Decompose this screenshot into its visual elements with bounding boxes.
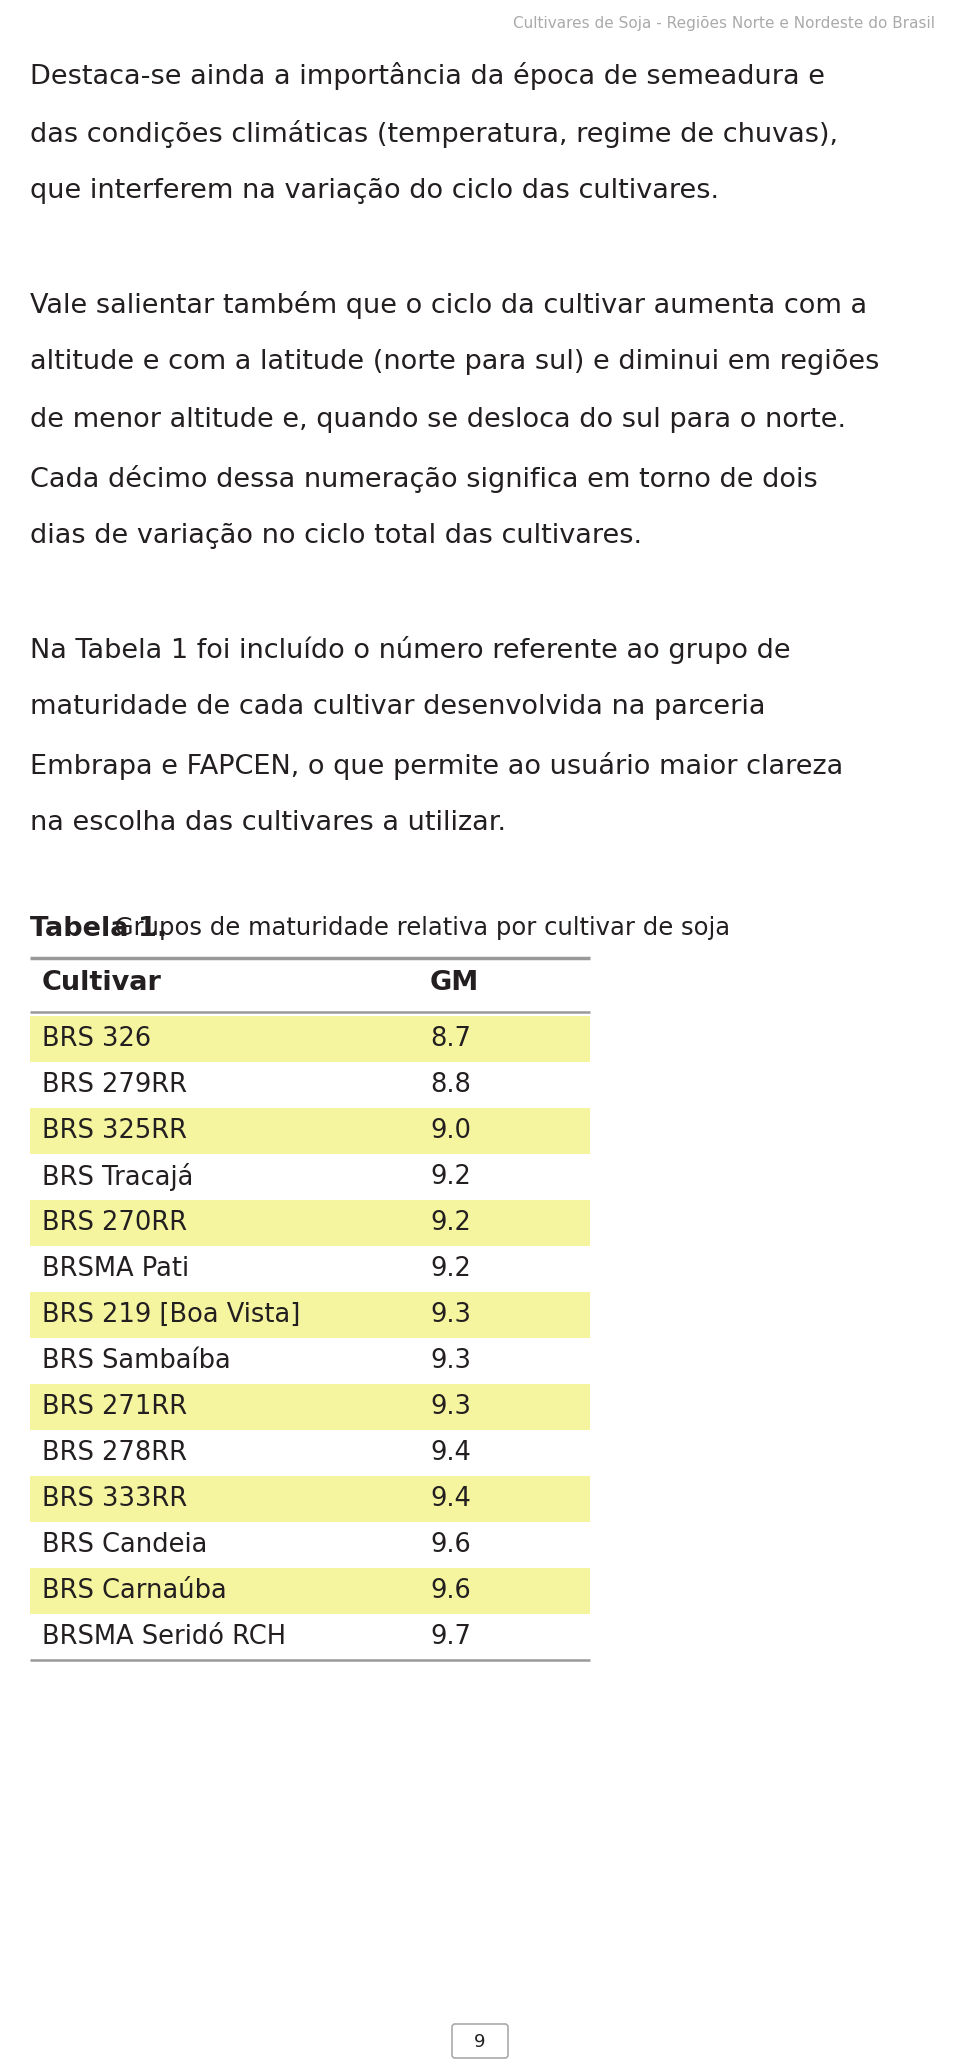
Text: 9.0: 9.0 — [430, 1119, 471, 1144]
Text: 9.3: 9.3 — [430, 1303, 471, 1328]
Text: 9.7: 9.7 — [430, 1623, 471, 1650]
Text: altitude e com a latitude (norte para sul) e diminui em regiões: altitude e com a latitude (norte para su… — [30, 349, 879, 374]
Text: Destaca-se ainda a importância da época de semeadura e: Destaca-se ainda a importância da época … — [30, 62, 825, 91]
Text: BRSMA Seridó RCH: BRSMA Seridó RCH — [42, 1623, 286, 1650]
Text: 9.3: 9.3 — [430, 1394, 471, 1421]
Text: 9.2: 9.2 — [430, 1210, 470, 1237]
Text: BRS Sambaíba: BRS Sambaíba — [42, 1348, 230, 1373]
Text: Grupos de maturidade relativa por cultivar de soja: Grupos de maturidade relativa por cultiv… — [107, 916, 731, 941]
Text: 9.2: 9.2 — [430, 1255, 470, 1282]
Text: 9.6: 9.6 — [430, 1578, 470, 1605]
Text: GM: GM — [430, 970, 479, 997]
Text: Embrapa e FAPCEN, o que permite ao usuário maior clareza: Embrapa e FAPCEN, o que permite ao usuár… — [30, 753, 843, 780]
Text: BRS 270RR: BRS 270RR — [42, 1210, 187, 1237]
Text: BRS 333RR: BRS 333RR — [42, 1487, 187, 1512]
Bar — [30, 1015, 590, 1063]
Text: Cultivar: Cultivar — [42, 970, 162, 997]
Text: Vale salientar também que o ciclo da cultivar aumenta com a: Vale salientar também que o ciclo da cul… — [30, 292, 867, 318]
FancyBboxPatch shape — [452, 2025, 508, 2058]
Text: que interferem na variação do ciclo das cultivares.: que interferem na variação do ciclo das … — [30, 178, 719, 205]
Bar — [30, 1292, 590, 1338]
Text: de menor altitude e, quando se desloca do sul para o norte.: de menor altitude e, quando se desloca d… — [30, 407, 846, 432]
Text: na escolha das cultivares a utilizar.: na escolha das cultivares a utilizar. — [30, 811, 506, 835]
Text: BRS Candeia: BRS Candeia — [42, 1532, 207, 1557]
Bar — [30, 1199, 590, 1247]
Text: BRS 219 [Boa Vista]: BRS 219 [Boa Vista] — [42, 1303, 300, 1328]
Text: Na Tabela 1 foi incluído o número referente ao grupo de: Na Tabela 1 foi incluído o número refere… — [30, 637, 791, 664]
Text: dias de variação no ciclo total das cultivares.: dias de variação no ciclo total das cult… — [30, 523, 642, 548]
Text: 9: 9 — [474, 2033, 486, 2051]
Text: BRS 278RR: BRS 278RR — [42, 1439, 187, 1466]
Text: BRS 279RR: BRS 279RR — [42, 1071, 187, 1098]
Text: 9.4: 9.4 — [430, 1439, 470, 1466]
Text: BRSMA Pati: BRSMA Pati — [42, 1255, 189, 1282]
Text: BRS 326: BRS 326 — [42, 1026, 151, 1053]
Text: BRS 271RR: BRS 271RR — [42, 1394, 187, 1421]
Bar — [30, 1477, 590, 1522]
Text: das condições climáticas (temperatura, regime de chuvas),: das condições climáticas (temperatura, r… — [30, 120, 838, 149]
Bar — [30, 1568, 590, 1613]
Text: Cultivares de Soja - Regiões Norte e Nordeste do Brasil: Cultivares de Soja - Regiões Norte e Nor… — [513, 17, 935, 31]
Text: maturidade de cada cultivar desenvolvida na parceria: maturidade de cada cultivar desenvolvida… — [30, 695, 765, 720]
Bar — [30, 1383, 590, 1429]
Text: 9.4: 9.4 — [430, 1487, 470, 1512]
Text: 8.7: 8.7 — [430, 1026, 471, 1053]
Bar — [30, 1108, 590, 1154]
Text: 9.6: 9.6 — [430, 1532, 470, 1557]
Text: BRS 325RR: BRS 325RR — [42, 1119, 187, 1144]
Text: 9.3: 9.3 — [430, 1348, 471, 1373]
Text: Cada décimo dessa numeração significa em torno de dois: Cada décimo dessa numeração significa em… — [30, 465, 818, 492]
Text: Tabela 1.: Tabela 1. — [30, 916, 167, 943]
Text: 9.2: 9.2 — [430, 1164, 470, 1189]
Text: BRS Carnaúba: BRS Carnaúba — [42, 1578, 227, 1605]
Text: 8.8: 8.8 — [430, 1071, 470, 1098]
Text: BRS Tracajá: BRS Tracajá — [42, 1162, 193, 1191]
